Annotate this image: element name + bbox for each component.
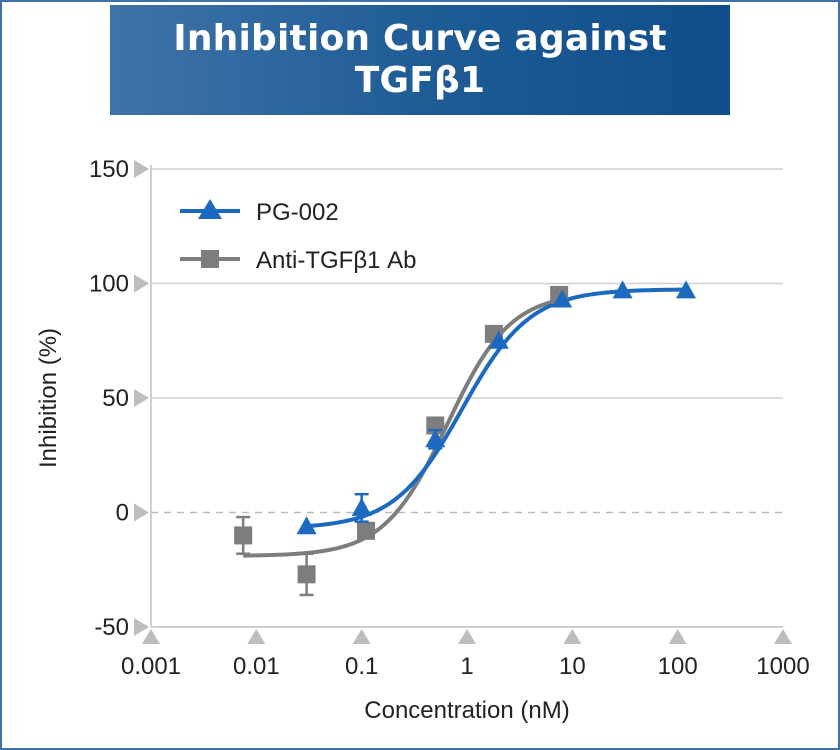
data-points <box>234 280 697 597</box>
data-point-triangle <box>676 280 697 299</box>
data-point-triangle <box>552 289 573 308</box>
data-point-triangle <box>488 330 509 349</box>
y-axis-label: Inhibition (%) <box>35 328 62 468</box>
data-point-triangle <box>612 280 633 299</box>
legend-label-pg-002: PG-002 <box>256 199 339 226</box>
x-tick-label: 0.001 <box>121 653 181 680</box>
legend-marker-anti-tgfb1-ab <box>201 250 219 268</box>
legend: PG-002 Anti-TGFβ1 Ab <box>180 199 417 274</box>
x-tick-marker <box>458 629 476 644</box>
grid-layer <box>151 168 783 514</box>
x-axis-label: Concentration (nM) <box>364 697 569 724</box>
y-tick-marker <box>134 618 149 636</box>
x-tick-label: 1 <box>460 653 473 680</box>
title-banner: Inhibition Curve against TGFβ1 <box>110 5 730 115</box>
x-tick-marker <box>247 629 266 644</box>
x-tick-label: 10 <box>559 653 586 680</box>
y-tick-label: -50 <box>94 614 129 641</box>
data-point-square <box>234 526 253 545</box>
x-tick-marker <box>352 629 371 644</box>
y-tick-marker <box>134 274 149 293</box>
y-tick-label: 50 <box>102 385 129 412</box>
x-tick-label: 100 <box>658 653 698 680</box>
x-tick-marker <box>774 629 792 644</box>
chart-title-line-1: Inhibition Curve against <box>173 18 667 59</box>
y-tick-marker <box>134 389 149 407</box>
fit-curves <box>243 287 687 558</box>
axis-layer: -50 0 50 100 150 0.001 0.01 0.1 1 10 100 1000 <box>89 156 810 680</box>
x-tick-marker <box>142 629 160 644</box>
fit-curve <box>243 298 560 558</box>
legend-marker-pg-002 <box>198 199 222 219</box>
y-tick-marker <box>134 160 149 178</box>
y-tick-label: 0 <box>116 500 129 527</box>
chart-title-line-2: TGFβ1 <box>354 60 486 101</box>
data-point-triangle <box>296 516 317 535</box>
y-tick-label: 100 <box>89 271 129 298</box>
data-point-triangle <box>425 429 446 448</box>
x-tick-marker <box>668 629 687 644</box>
x-tick-label: 0.1 <box>345 653 378 680</box>
y-tick-label: 150 <box>89 156 129 183</box>
x-tick-label: 1000 <box>756 653 809 680</box>
data-point-square <box>297 565 316 584</box>
data-point-square <box>357 521 376 540</box>
data-point-triangle <box>351 497 372 516</box>
legend-label-anti-tgfb1-ab: Anti-TGFβ1 Ab <box>256 247 417 274</box>
y-tick-marker <box>134 503 149 522</box>
x-tick-label: 0.01 <box>233 653 280 680</box>
x-tick-marker <box>563 629 582 644</box>
